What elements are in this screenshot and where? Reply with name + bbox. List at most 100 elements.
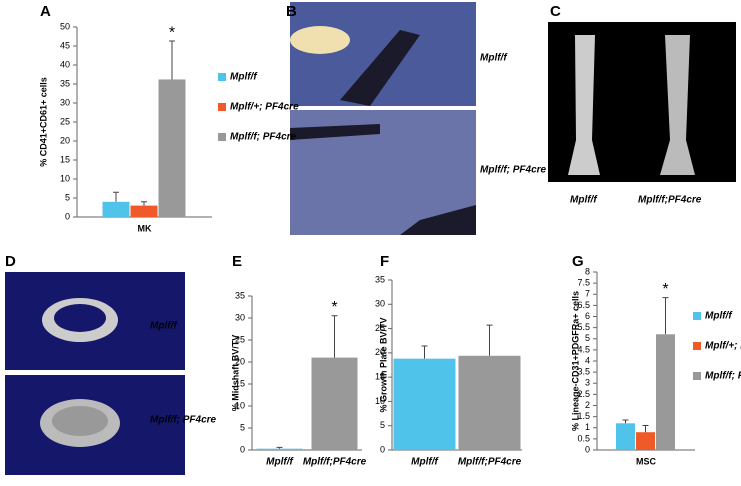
bar xyxy=(311,357,358,450)
y-tick-label: 35 xyxy=(375,274,385,284)
y-tick-label: 1.5 xyxy=(577,411,590,421)
y-axis-label: % CD41+CD61+ cells xyxy=(38,77,48,167)
x-tick-label: Mplf/f xyxy=(411,457,439,468)
significance-marker: * xyxy=(169,24,175,41)
error-bar xyxy=(276,446,283,449)
y-tick-label: 7.5 xyxy=(577,278,590,288)
panel-letter: B xyxy=(286,3,297,20)
y-tick-label: 15 xyxy=(60,154,70,164)
y-tick-label: 0.5 xyxy=(577,433,590,443)
y-tick-label: 2 xyxy=(585,400,590,410)
image-detail xyxy=(290,124,476,235)
legend-swatch xyxy=(218,133,226,141)
bone-trabecular xyxy=(52,406,108,436)
y-tick-label: 5 xyxy=(585,333,590,343)
legend-swatch xyxy=(693,342,701,350)
y-tick-label: 6.5 xyxy=(577,300,590,310)
significance-marker: * xyxy=(662,281,668,298)
y-tick-label: 10 xyxy=(375,396,385,406)
y-tick-label: 7 xyxy=(585,289,590,299)
bar xyxy=(158,79,186,217)
y-tick-label: 5 xyxy=(380,420,385,430)
image-label: Mplf/f;PF4cre xyxy=(638,195,702,206)
y-tick-label: 2.5 xyxy=(577,389,590,399)
image-label: Mplf/f xyxy=(570,195,598,206)
panel-letter: G xyxy=(572,253,584,270)
y-tick-label: 8 xyxy=(585,266,590,276)
bar xyxy=(256,448,303,450)
y-tick-label: 25 xyxy=(235,334,245,344)
error-bar xyxy=(662,297,669,335)
panel-letter: F xyxy=(380,253,389,270)
image-label: Mplf/f; PF4cre xyxy=(150,415,217,426)
y-tick-label: 5 xyxy=(240,422,245,432)
bone xyxy=(568,35,600,175)
y-tick-label: 20 xyxy=(60,135,70,145)
legend-swatch xyxy=(218,103,226,111)
y-tick-label: 20 xyxy=(235,356,245,366)
y-tick-label: 40 xyxy=(60,59,70,69)
panel-letter: C xyxy=(550,3,561,20)
legend-swatch xyxy=(693,312,701,320)
legend-label: Mplf/+; PF4cre xyxy=(230,102,299,113)
y-axis-label: % Lineage-CD31+PDGFRa+ cells xyxy=(570,291,580,431)
y-tick-label: 30 xyxy=(235,312,245,322)
image-detail xyxy=(290,26,350,54)
x-tick-label: Mplf/f xyxy=(266,457,294,468)
legend-label: Mplf/f; PF4cre xyxy=(705,371,741,382)
legend-label: Mplf/f xyxy=(230,72,258,83)
y-tick-label: 35 xyxy=(235,290,245,300)
bone xyxy=(660,35,695,175)
y-tick-label: 0 xyxy=(380,444,385,454)
legend-swatch xyxy=(218,73,226,81)
y-tick-label: 4.5 xyxy=(577,344,590,354)
panel-letter: D xyxy=(5,253,16,270)
y-tick-label: 3 xyxy=(585,378,590,388)
legend-swatch xyxy=(693,372,701,380)
bar xyxy=(636,432,655,450)
image-label: Mplf/f; PF4cre xyxy=(480,165,547,176)
y-tick-label: 0 xyxy=(585,444,590,454)
legend-label: Mplf/f; PF4cre xyxy=(230,132,297,143)
error-bar xyxy=(421,345,428,359)
error-bar xyxy=(486,324,493,356)
y-axis-label: % Midshaft BV/TV xyxy=(230,335,240,412)
y-tick-label: 10 xyxy=(60,173,70,183)
y-tick-label: 0 xyxy=(240,444,245,454)
x-tick-label: MK xyxy=(138,223,152,233)
error-bar xyxy=(642,425,649,433)
y-axis-label: % Growth Plate BV/TV xyxy=(378,317,388,412)
bar xyxy=(656,334,675,450)
y-tick-label: 35 xyxy=(60,78,70,88)
x-tick-label: Mplf/f;PF4cre xyxy=(303,457,367,468)
x-tick-label: MSC xyxy=(636,456,657,466)
y-tick-label: 45 xyxy=(60,40,70,50)
y-tick-label: 1 xyxy=(585,422,590,432)
x-tick-label: Mplf/f;PF4cre xyxy=(458,457,522,468)
y-tick-label: 50 xyxy=(60,21,70,31)
y-tick-label: 6 xyxy=(585,311,590,321)
panel-letter: E xyxy=(232,253,242,270)
bone-cavity xyxy=(54,304,106,332)
y-tick-label: 30 xyxy=(60,97,70,107)
y-tick-label: 10 xyxy=(235,400,245,410)
bar xyxy=(130,205,158,217)
bar xyxy=(616,423,635,450)
y-tick-label: 0 xyxy=(65,211,70,221)
y-tick-label: 25 xyxy=(375,323,385,333)
error-bar xyxy=(331,315,338,358)
y-tick-label: 25 xyxy=(60,116,70,126)
image-label: Mplf/f xyxy=(150,321,178,332)
bar xyxy=(458,355,521,450)
y-tick-label: 5 xyxy=(65,192,70,202)
y-tick-label: 15 xyxy=(235,378,245,388)
legend-label: Mplf/f xyxy=(705,311,733,322)
panel-letter: A xyxy=(40,3,51,20)
significance-marker: * xyxy=(331,299,337,316)
error-bar xyxy=(113,191,119,202)
bar xyxy=(393,358,456,450)
y-tick-label: 4 xyxy=(585,355,590,365)
bar xyxy=(102,201,130,217)
legend-label: Mplf/+; PF4cre xyxy=(705,341,741,352)
